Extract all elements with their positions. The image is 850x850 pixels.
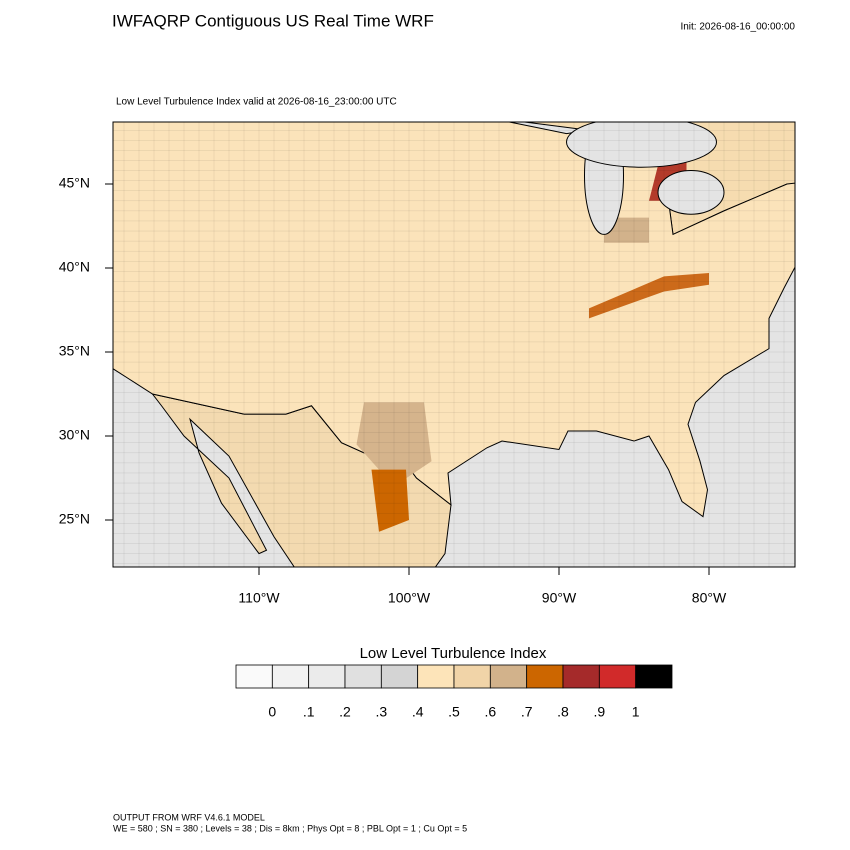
colorbar-box (417, 664, 455, 689)
colorbar-label: 0 (268, 704, 276, 720)
colorbar-box (489, 664, 528, 689)
ohio-valley (589, 273, 709, 319)
colorbar-label: .1 (303, 704, 315, 720)
map: 45°N 40°N 35°N 30°N 25°N 110°W 100°W 90°W 80°W (59, 121, 796, 606)
map-content (113, 122, 795, 567)
colorbar-box (235, 664, 273, 689)
footer-line: WE = 580 ; SN = 380 ; Levels = 38 ; Dis … (113, 823, 467, 833)
colorbar-box (453, 664, 491, 689)
map-frame (112, 121, 796, 568)
colorbar-box (635, 664, 673, 689)
lon-label: 110°W (238, 590, 280, 606)
colorbar-box (562, 664, 600, 689)
colorbar-label: .9 (593, 704, 605, 720)
colorbar-label: .5 (448, 704, 460, 720)
lat-label: 35°N (59, 343, 90, 359)
init-time: Init: 2026-08-16_00:00:00 (680, 22, 795, 33)
texas-peak (371, 469, 409, 532)
lake (566, 122, 717, 168)
colorbar-box (271, 664, 310, 689)
lat-label: 40°N (59, 259, 90, 275)
colorbar-label: 1 (632, 704, 640, 720)
colorbar-label: .8 (557, 704, 569, 720)
lon-label: 90°W (542, 590, 577, 606)
colorbar-box (308, 664, 346, 689)
lake (657, 170, 725, 215)
colorbar-label: .4 (412, 704, 424, 720)
lat-label: 25°N (59, 511, 90, 527)
lat-label: 45°N (59, 175, 90, 191)
texas-high (356, 402, 432, 487)
colorbar-label: .3 (375, 704, 387, 720)
lat-label: 30°N (59, 427, 90, 443)
subtitle: Low Level Turbulence Index valid at 2026… (116, 97, 397, 108)
title: IWFAQRP Contiguous US Real Time WRF (112, 11, 434, 30)
lon-label: 80°W (692, 590, 727, 606)
footer-line: OUTPUT FROM WRF V4.6.1 MODEL (113, 812, 265, 822)
lon-label: 100°W (388, 590, 431, 606)
colorbar-label: .2 (339, 704, 351, 720)
colorbar-label: .6 (484, 704, 496, 720)
colorbar-box (380, 664, 419, 689)
colorbar: 0 .1 .2 .3 .4 .5 .6 .7 .8 .9 1 (235, 664, 673, 720)
colorbar-box (526, 664, 564, 689)
colorbar-label: .7 (521, 704, 533, 720)
colorbar-box (598, 664, 637, 689)
colorbar-title: Low Level Turbulence Index (360, 645, 547, 662)
colorbar-box (344, 664, 382, 689)
